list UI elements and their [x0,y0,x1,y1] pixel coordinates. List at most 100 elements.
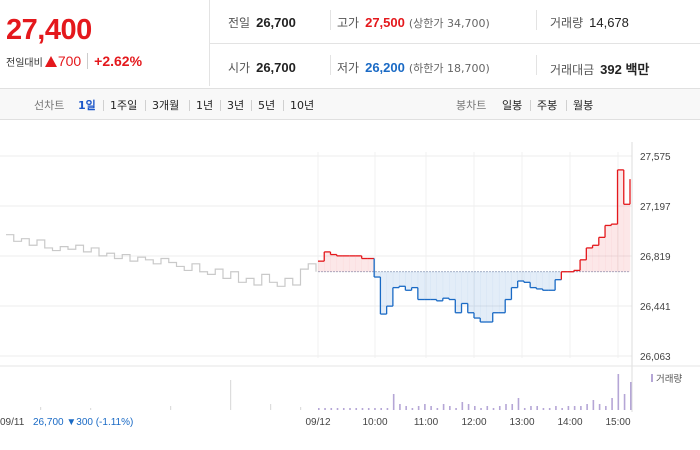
stats-vsep [536,55,537,75]
volume-bar [442,404,445,410]
volume-bar [355,408,358,410]
x-tick-label: 13:00 [509,417,534,428]
price-area [523,271,531,283]
volume-bar [386,408,389,410]
price-area [424,271,431,300]
stat-prev-label: 전일 [228,16,251,30]
period-option[interactable]: 1일 [78,99,96,112]
stat-amount: 거래대금 392 백만 [550,59,649,78]
price-area [474,271,481,319]
change-percent: +2.62% [87,53,142,69]
volume-bar [580,406,582,410]
period-option[interactable]: 1년 [196,99,214,112]
volume-bar [630,382,632,410]
price-area [586,247,593,272]
price-area [480,271,487,323]
price-area [336,255,344,272]
y-tick-label: 26,819 [640,252,671,263]
x-tick-label: 15:00 [605,417,630,428]
line-chart-label: 선차트 [34,99,65,112]
option-separator [251,100,252,111]
volume-bar [374,408,376,410]
price-area [411,271,419,288]
price-area [324,251,331,272]
price-area [355,255,362,272]
volume-bar [480,408,482,410]
price-area [442,271,450,299]
stat-amount-value: 392 백만 [600,62,650,77]
price-area [386,271,394,307]
option-separator [103,100,104,111]
price-area [592,245,600,272]
price-area [392,271,400,288]
volume-bar [567,406,570,410]
volume-bar [318,408,320,410]
candle-chart-label: 봉차트 [456,99,487,112]
stat-volume: 거래량 14,678 [550,14,629,31]
price-area [430,271,437,300]
price-chart: 27,575 27,197 26,819 26,441 26,063 거래량 09/11 09… [0,142,700,428]
volume-bar [270,404,272,410]
stats-divider [210,43,700,44]
candle-option[interactable]: 일봉 [502,99,523,112]
period-option[interactable]: 1주일 [110,99,138,112]
period-option[interactable]: 3년 [227,99,245,112]
volume-bar [336,408,339,410]
volume-bar [392,394,395,410]
stat-volume-value: 14,678 [589,15,629,30]
volume-bar [611,398,613,410]
volume-bar [548,408,551,410]
price-area [449,271,456,300]
period-option[interactable]: 5년 [258,99,276,112]
period-option[interactable]: 10년 [290,99,315,112]
volume-bar [573,406,576,410]
price-area [605,225,612,272]
price-area [505,271,512,300]
stat-prev: 전일 26,700 [228,14,296,31]
stat-high-label: 고가 [337,16,360,30]
price-area [536,271,543,289]
volume-bar [436,408,439,410]
x-tick-label: 09/11 [0,417,25,428]
stats-vsep [536,10,537,30]
price-area [542,271,550,291]
volume-bar [411,408,414,410]
price-area [611,224,618,272]
price-area [405,271,412,291]
period-option[interactable]: 3개월 [152,99,180,112]
stat-low-limit: (하한가 18,700) [408,62,490,75]
price-area [436,271,444,301]
volume-bar [349,408,351,410]
volume-bar [361,408,364,410]
option-separator [566,100,567,111]
change-value: 700 [57,53,82,69]
prev-day-note: 26,700 ▼300 (-1.11%) [33,417,133,428]
volume-bar [542,408,545,410]
y-tick-label: 27,197 [640,202,671,213]
y-tick-label: 27,575 [640,152,671,163]
price-area [417,271,425,300]
option-separator [220,100,221,111]
volume-bar [40,407,42,410]
price-area [349,255,356,272]
volume-bar [536,406,538,410]
stats-vsep [330,10,331,30]
quote-panel: 27,400 전일대비 700 +2.62% [0,0,210,86]
volume-bar [417,406,420,410]
volume-bar [367,408,370,410]
stat-amount-label: 거래대금 [550,63,595,77]
volume-bar [461,402,464,410]
volume-legend-label: 거래량 [656,373,682,385]
price-area [361,258,369,272]
price-area [399,271,406,287]
stat-low-value: 26,200 [365,60,405,75]
option-separator [530,100,531,111]
price-area [455,271,462,313]
price-area [380,271,387,315]
price-area [548,271,556,291]
candle-option[interactable]: 주봉 [537,99,558,112]
y-tick-label: 26,063 [640,352,671,363]
candle-option[interactable]: 월봉 [573,99,594,112]
stat-prev-value: 26,700 [256,15,296,30]
